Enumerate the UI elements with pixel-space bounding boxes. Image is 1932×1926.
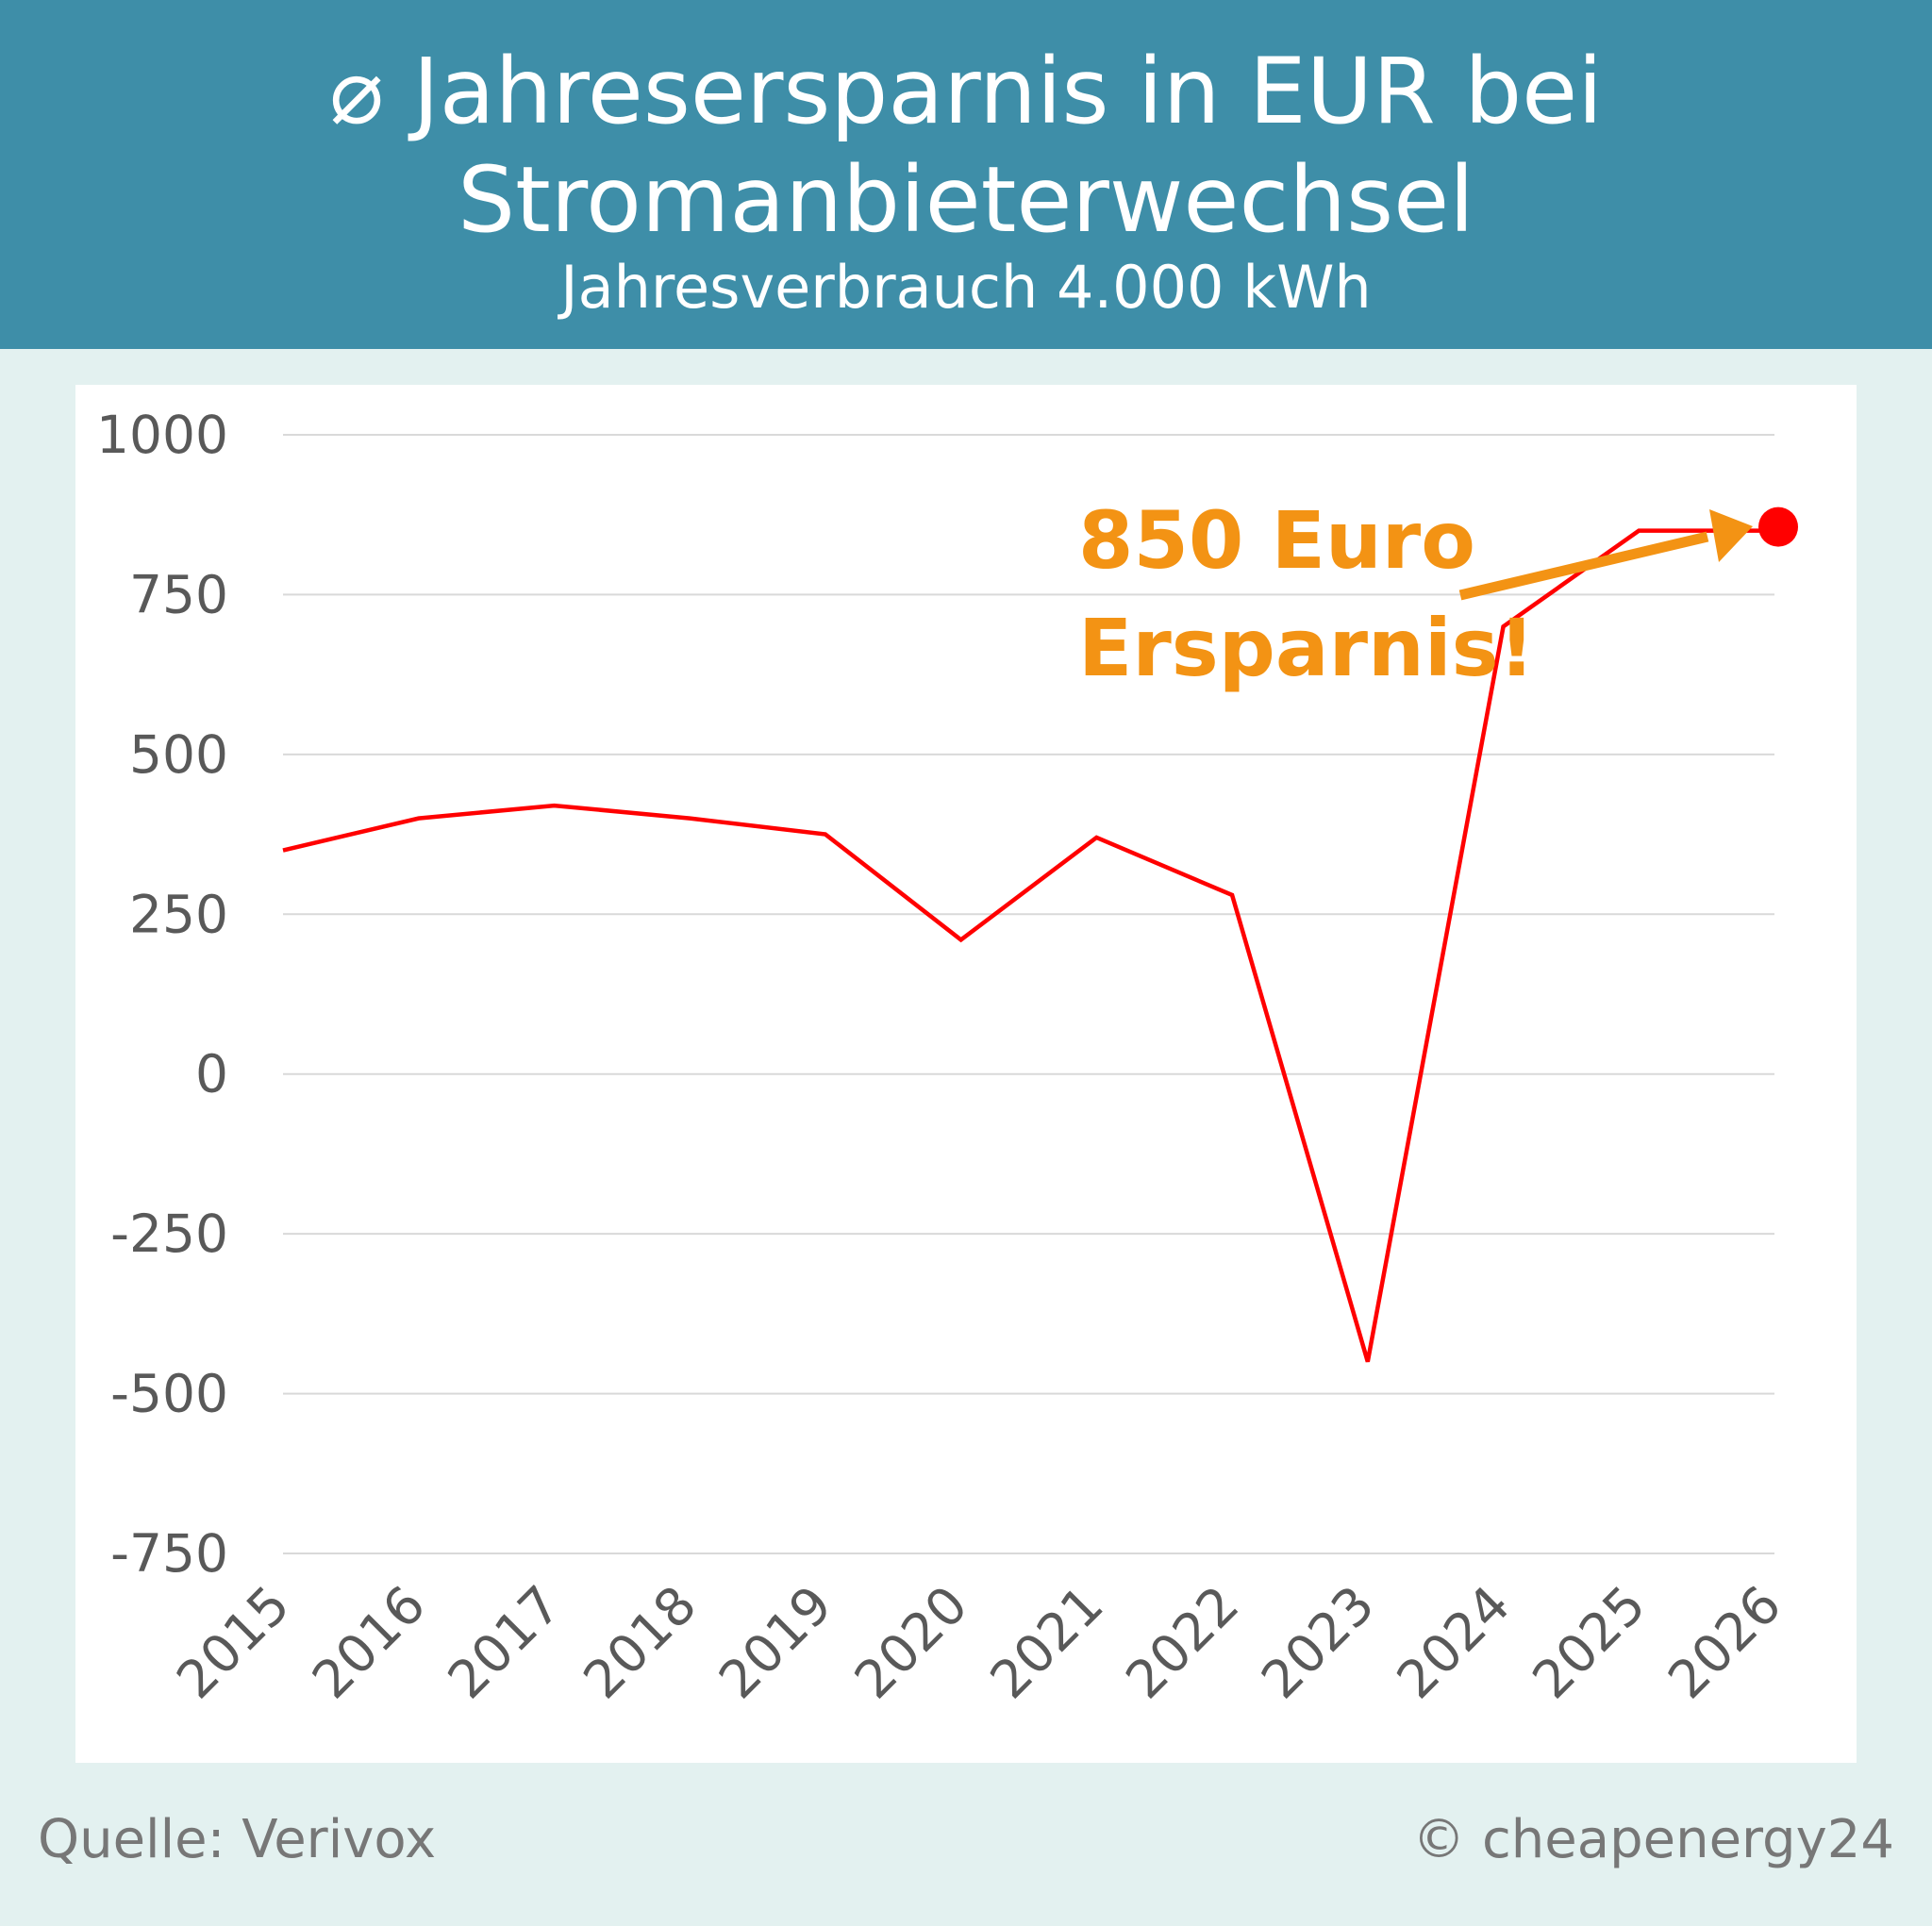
x-tick-label: 2018	[572, 1574, 708, 1710]
annotation-line-2: Ersparnis!	[1078, 602, 1535, 694]
chart-subtitle: Jahresverbrauch 4.000 kWh	[560, 253, 1372, 322]
annotation-arrow	[1458, 531, 1709, 601]
x-tick-label: 2026	[1657, 1574, 1792, 1710]
x-tick-label: 2023	[1250, 1574, 1386, 1710]
x-tick-label: 2016	[301, 1574, 437, 1710]
y-tick-label: 1000	[96, 405, 228, 465]
y-tick-label: -250	[110, 1204, 228, 1264]
title-line-2: Stromanbieterwechsel	[458, 147, 1474, 253]
y-tick-label: 250	[129, 884, 228, 944]
x-tick-label: 2020	[843, 1574, 979, 1710]
copyright-label: © cheapenergy24	[1412, 1809, 1894, 1870]
highlight-point	[1758, 506, 1798, 547]
x-tick-label: 2021	[978, 1574, 1114, 1710]
y-tick-label: -500	[110, 1364, 228, 1424]
source-label: Quelle: Verivox	[38, 1809, 437, 1870]
x-tick-label: 2019	[708, 1574, 843, 1710]
annotation-line-1: 850 Euro	[1078, 494, 1475, 587]
y-tick-label: -750	[110, 1523, 228, 1584]
y-tick-label: 750	[129, 564, 228, 624]
header-banner: ⌀ Jahresersparnis in EUR bei Stromanbiet…	[0, 0, 1932, 349]
y-tick-label: 0	[195, 1044, 228, 1104]
chart-title: ⌀ Jahresersparnis in EUR bei Stromanbiet…	[0, 38, 1932, 255]
y-tick-label: 500	[129, 724, 228, 785]
x-tick-label: 2017	[436, 1574, 572, 1710]
data-series-line	[282, 528, 1774, 1363]
x-tick-label: 2025	[1521, 1574, 1657, 1710]
x-tick-label: 2022	[1114, 1574, 1250, 1710]
annotation-arrowhead-icon	[1709, 509, 1753, 562]
x-tick-label: 2015	[165, 1574, 301, 1710]
x-tick-label: 2024	[1385, 1574, 1521, 1710]
title-line-1: ⌀ Jahresersparnis in EUR bei	[329, 39, 1603, 144]
